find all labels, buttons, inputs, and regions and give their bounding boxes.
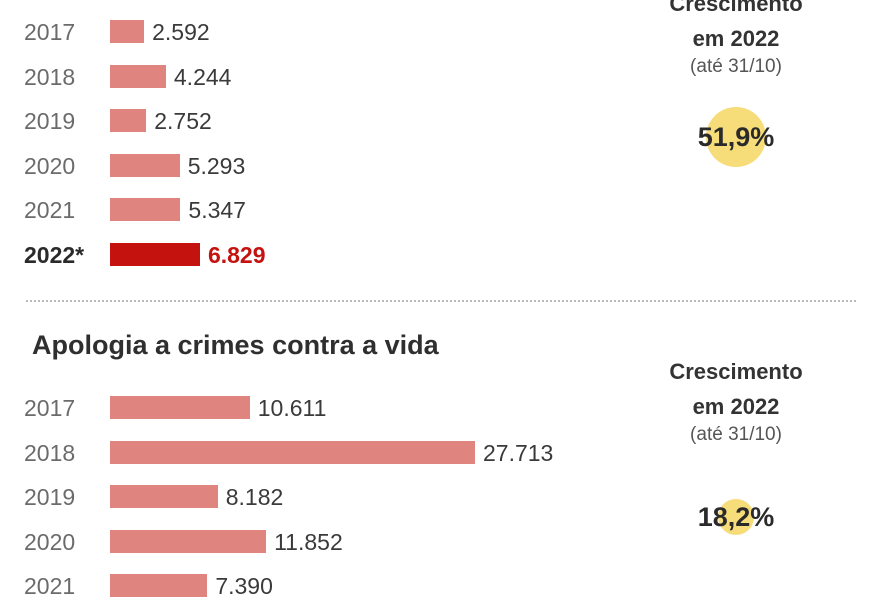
data-label: 10.611 bbox=[257, 395, 327, 421]
data-label: 7.390 bbox=[215, 573, 273, 599]
data-label: 5.347 bbox=[188, 197, 246, 224]
data-label: 4.244 bbox=[173, 63, 232, 90]
bar bbox=[110, 198, 181, 222]
category-label: 2017 bbox=[24, 19, 76, 45]
data-label: 11.852 bbox=[274, 528, 343, 555]
bar bbox=[110, 396, 250, 419]
data-label: 5.293 bbox=[187, 152, 246, 179]
category-label: 2019 bbox=[24, 484, 76, 511]
bar bbox=[110, 485, 218, 509]
section-divider bbox=[26, 300, 856, 302]
growth-circle bbox=[718, 499, 754, 535]
growth-heading-line2: em 2022 bbox=[692, 26, 780, 51]
bar bbox=[110, 153, 180, 177]
data-label: 2.592 bbox=[152, 19, 210, 45]
data-label: 27.713 bbox=[483, 439, 554, 466]
growth-value: 51,9% bbox=[697, 122, 775, 152]
growth-heading-line1: Crescimento bbox=[669, 0, 803, 16]
data-label: 6.829 bbox=[207, 242, 266, 268]
bar bbox=[110, 20, 145, 43]
category-label: 2019 bbox=[24, 108, 76, 135]
bar bbox=[110, 64, 166, 88]
category-label: 2018 bbox=[24, 63, 76, 90]
data-label: 8.182 bbox=[225, 484, 284, 511]
category-label: 2020 bbox=[24, 152, 76, 179]
category-label: 2021 bbox=[24, 197, 76, 224]
category-label: 2021 bbox=[24, 573, 76, 599]
bar bbox=[110, 529, 267, 553]
growth-heading: Crescimento em 2022 (até 31/10) bbox=[636, 0, 836, 78]
bar bbox=[110, 109, 147, 133]
growth-note: (até 31/10) bbox=[690, 56, 782, 77]
chart-title: Apologia a crimes contra a vida bbox=[32, 330, 439, 360]
category-label: 2022* bbox=[24, 242, 85, 268]
growth-heading-line2: em 2022 bbox=[692, 394, 780, 419]
growth-heading-line1: Crescimento bbox=[669, 359, 803, 384]
category-label: 2018 bbox=[24, 439, 76, 466]
bar bbox=[110, 574, 208, 598]
data-label: 2.752 bbox=[154, 108, 212, 135]
bar bbox=[110, 440, 475, 464]
growth-note: (até 31/10) bbox=[690, 424, 782, 445]
bar bbox=[110, 243, 200, 266]
category-label: 2020 bbox=[24, 528, 76, 555]
growth-circle bbox=[706, 107, 766, 167]
growth-value: 18,2% bbox=[697, 502, 775, 532]
growth-heading: Crescimento em 2022 (até 31/10) bbox=[636, 354, 836, 446]
category-label: 2017 bbox=[24, 395, 76, 421]
